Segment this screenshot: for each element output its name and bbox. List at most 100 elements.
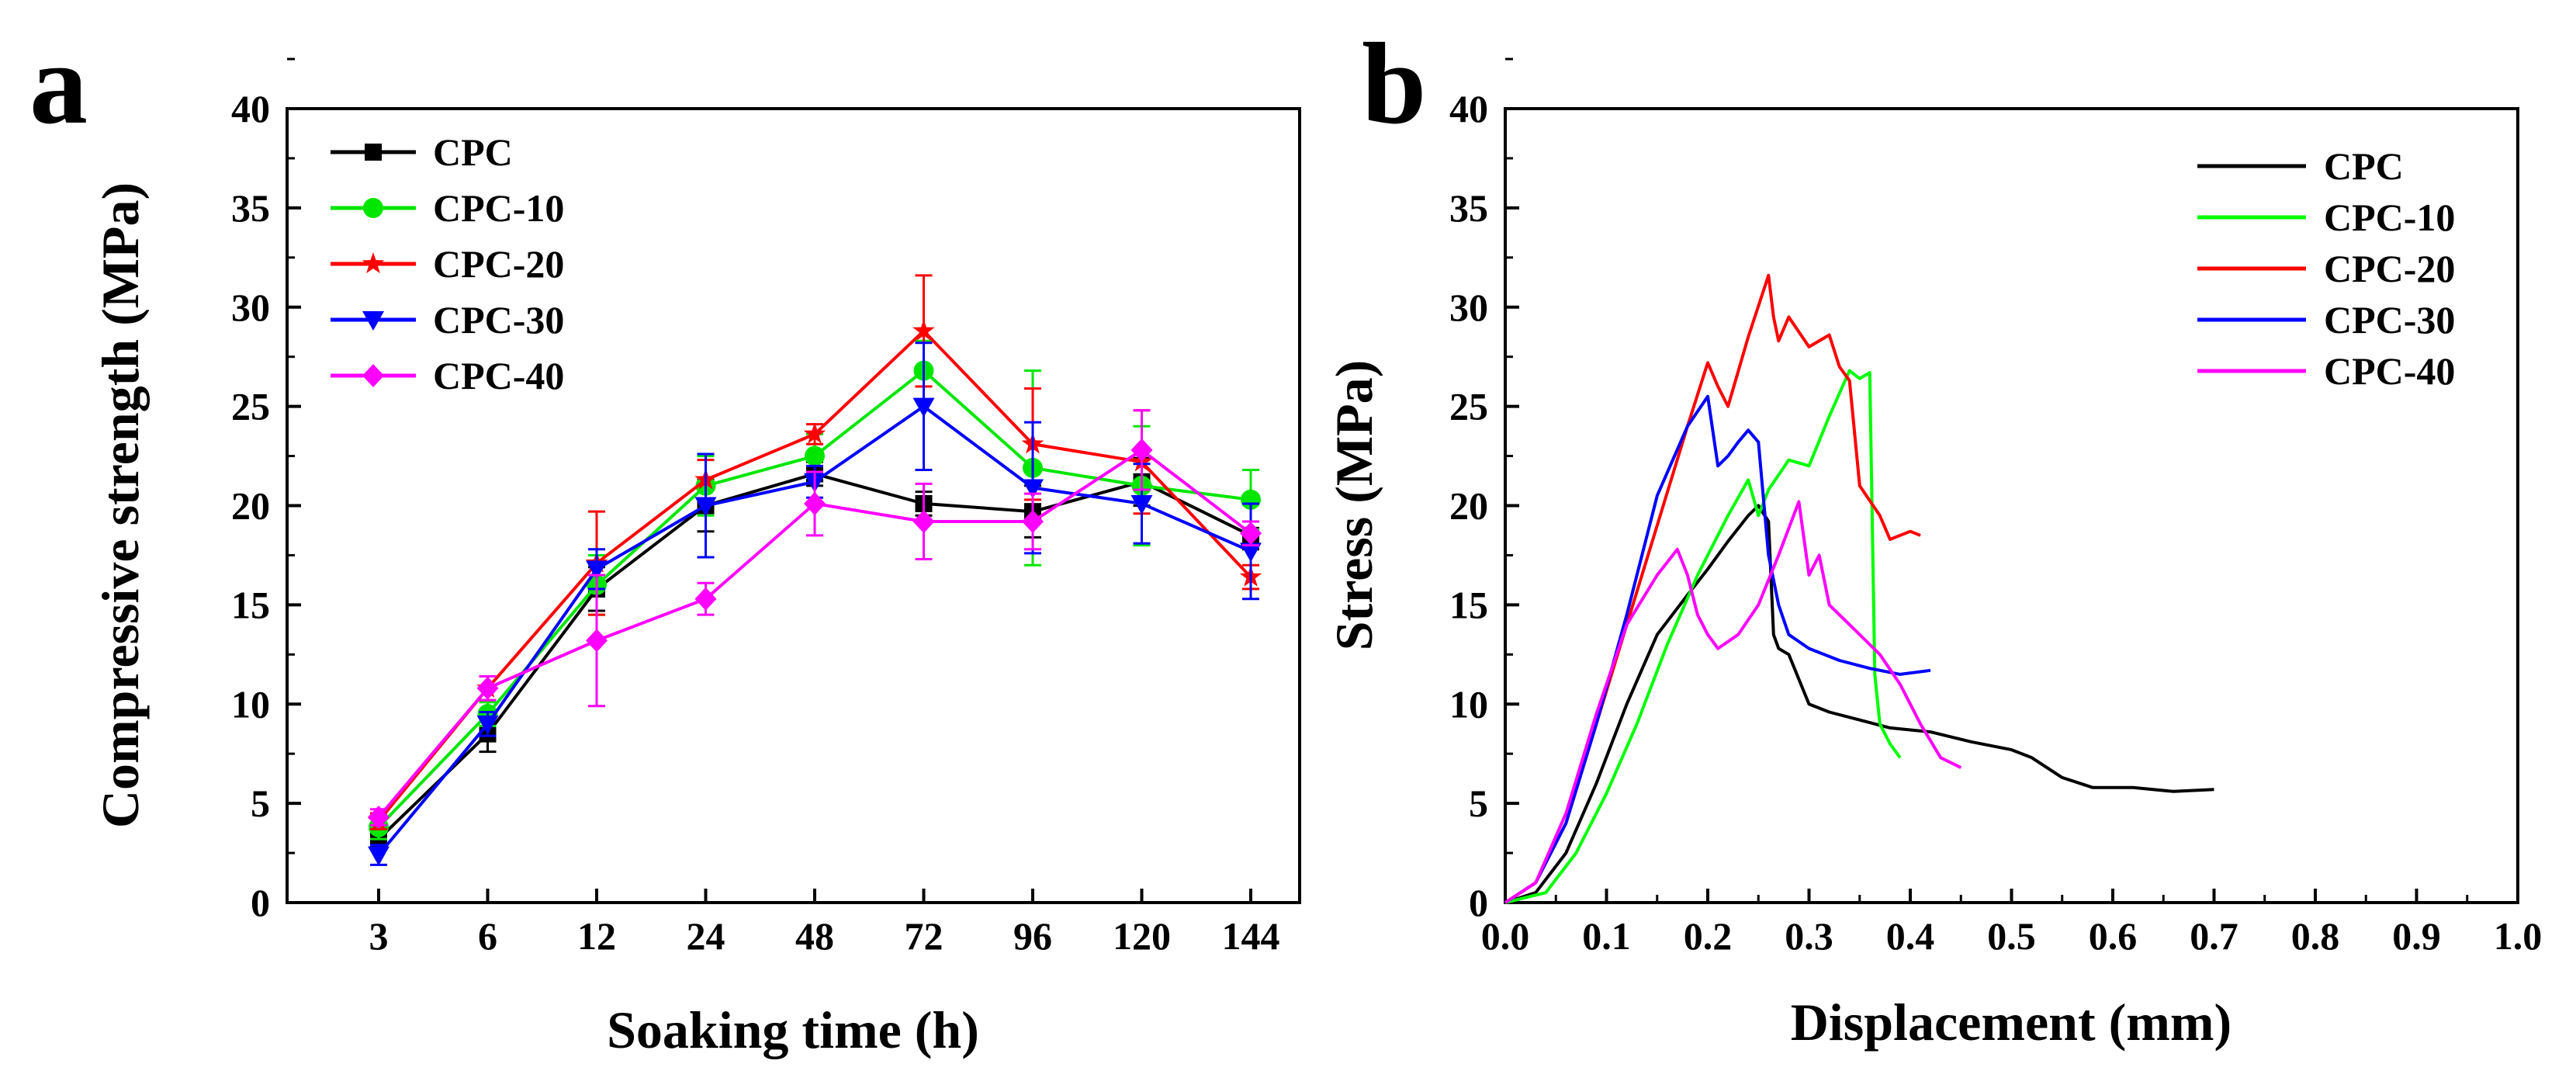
panel-b-series — [1504, 273, 2214, 904]
y-tick-label: 30 — [1449, 286, 1488, 329]
data-point — [586, 629, 608, 653]
y-tick-label: 5 — [1469, 782, 1488, 825]
series-line-cpc — [1504, 504, 2214, 904]
legend-label: CPC-10 — [433, 186, 564, 230]
data-point — [912, 319, 935, 341]
data-point — [1130, 438, 1153, 462]
data-point — [1240, 542, 1262, 563]
panel-b-y-axis: 0 5 10 15 20 25 30 35 40 — [1449, 57, 1519, 924]
series-line-cpc-40 — [1504, 500, 1962, 904]
series-cpc-30 — [368, 341, 1262, 866]
x-tick-label: 120 — [1113, 914, 1171, 958]
data-point — [804, 491, 826, 515]
panel-a-x-axis-title: Soaking time (h) — [607, 1000, 979, 1059]
x-tick-label: 72 — [905, 914, 943, 958]
x-tick-label: 6 — [478, 914, 497, 958]
x-tick-label: 0.2 — [1684, 914, 1733, 958]
y-tick-label: 20 — [1449, 484, 1488, 528]
panel-b-label: b — [1362, 19, 1426, 148]
data-point — [476, 715, 499, 735]
legend-item: CPC-10 — [2197, 196, 2455, 239]
y-tick-label: 10 — [231, 682, 270, 726]
panel-a-y-axis-title: Compressive strength (MPa) — [91, 182, 150, 828]
legend-item: CPC — [2197, 144, 2404, 188]
y-tick-label: 0 — [1469, 881, 1488, 924]
y-tick-label: 35 — [231, 186, 270, 230]
y-tick-label: 10 — [1449, 682, 1488, 726]
legend-item: CPC — [331, 130, 513, 174]
legend-label: CPC-30 — [2324, 298, 2455, 341]
legend-marker — [362, 311, 384, 331]
data-point — [1022, 479, 1044, 499]
data-point — [694, 587, 717, 611]
y-tick-label: 40 — [1449, 87, 1488, 130]
legend-item: CPC-20 — [331, 242, 564, 286]
x-tick-label: 0.9 — [2392, 914, 2441, 958]
legend-label: CPC-20 — [433, 242, 564, 286]
legend-label: CPC-30 — [433, 298, 564, 341]
legend-label: CPC-10 — [2324, 196, 2455, 239]
y-tick-label: 15 — [1449, 583, 1488, 626]
legend-item: CPC-40 — [331, 354, 564, 397]
data-point — [1130, 494, 1153, 515]
x-tick-label: 0.8 — [2291, 914, 2340, 958]
panel-b-y-axis-title: Stress (MPa) — [1324, 360, 1383, 651]
data-point — [368, 846, 390, 866]
x-tick-label: 96 — [1013, 914, 1052, 958]
legend-label: CPC-40 — [2324, 349, 2455, 393]
legend-item: CPC-30 — [331, 298, 564, 341]
x-tick-label: 0.0 — [1481, 914, 1530, 958]
data-point — [1240, 522, 1262, 546]
y-tick-label: 5 — [251, 782, 270, 825]
data-point — [476, 676, 499, 700]
panel-a-series — [367, 274, 1262, 866]
legend-label: CPC-20 — [2324, 247, 2455, 290]
x-tick-label: 0.1 — [1582, 914, 1631, 958]
x-tick-label: 0.5 — [1987, 914, 2036, 958]
legend-item: CPC-40 — [2197, 349, 2455, 393]
x-tick-label: 0.3 — [1785, 914, 1833, 958]
x-tick-label: 0.4 — [1886, 914, 1935, 958]
x-tick-label: 24 — [687, 914, 725, 958]
panel-a-x-axis: 3 6 12 24 48 72 96 120 144 — [369, 889, 1280, 958]
data-point — [1022, 509, 1044, 533]
legend-item: CPC-30 — [2197, 298, 2455, 341]
legend-item: CPC-20 — [2197, 247, 2455, 290]
x-tick-label: 0.7 — [2190, 914, 2238, 958]
legend-marker — [362, 364, 384, 387]
series-cpc-40 — [368, 409, 1262, 830]
series-line-cpc-10 — [1504, 369, 1902, 904]
data-point — [912, 397, 935, 418]
panel-b-legend: CPC CPC-10 CPC-20 CPC-30 CPC-40 — [2197, 144, 2455, 393]
data-point — [694, 497, 717, 517]
series-line — [377, 328, 1252, 823]
legend-marker — [363, 198, 383, 218]
y-tick-label: 35 — [1449, 186, 1488, 230]
y-tick-label: 0 — [251, 881, 270, 924]
x-tick-label: 12 — [577, 914, 616, 958]
legend-marker — [362, 252, 385, 274]
legend-marker — [365, 144, 382, 161]
y-tick-label: 25 — [231, 385, 270, 428]
y-tick-label: 20 — [231, 484, 270, 528]
legend-label: CPC — [433, 130, 513, 174]
panel-b-x-axis: 0.0 0.1 0.2 0.3 0.4 0.5 0.6 0.7 0.8 0.9 1.0 — [1481, 889, 2542, 958]
panel-a-legend: CPC CPC-10 CPC-20 CPC-30 CPC-40 — [331, 130, 564, 397]
legend-label: CPC-40 — [433, 354, 564, 397]
x-tick-label: 48 — [795, 914, 834, 958]
series-cpc-10 — [369, 339, 1261, 841]
legend-item: CPC-10 — [331, 186, 564, 230]
panel-a-y-axis: 0 5 10 15 20 25 30 35 40 — [231, 57, 301, 924]
y-tick-label: 30 — [231, 286, 270, 329]
y-tick-label: 25 — [1449, 385, 1488, 428]
data-point — [805, 445, 825, 466]
y-tick-label: 40 — [231, 87, 270, 130]
data-point — [368, 806, 390, 830]
data-point — [912, 509, 935, 533]
legend-label: CPC — [2324, 144, 2404, 188]
panel-a-label: a — [29, 19, 88, 148]
x-tick-label: 144 — [1222, 914, 1280, 958]
